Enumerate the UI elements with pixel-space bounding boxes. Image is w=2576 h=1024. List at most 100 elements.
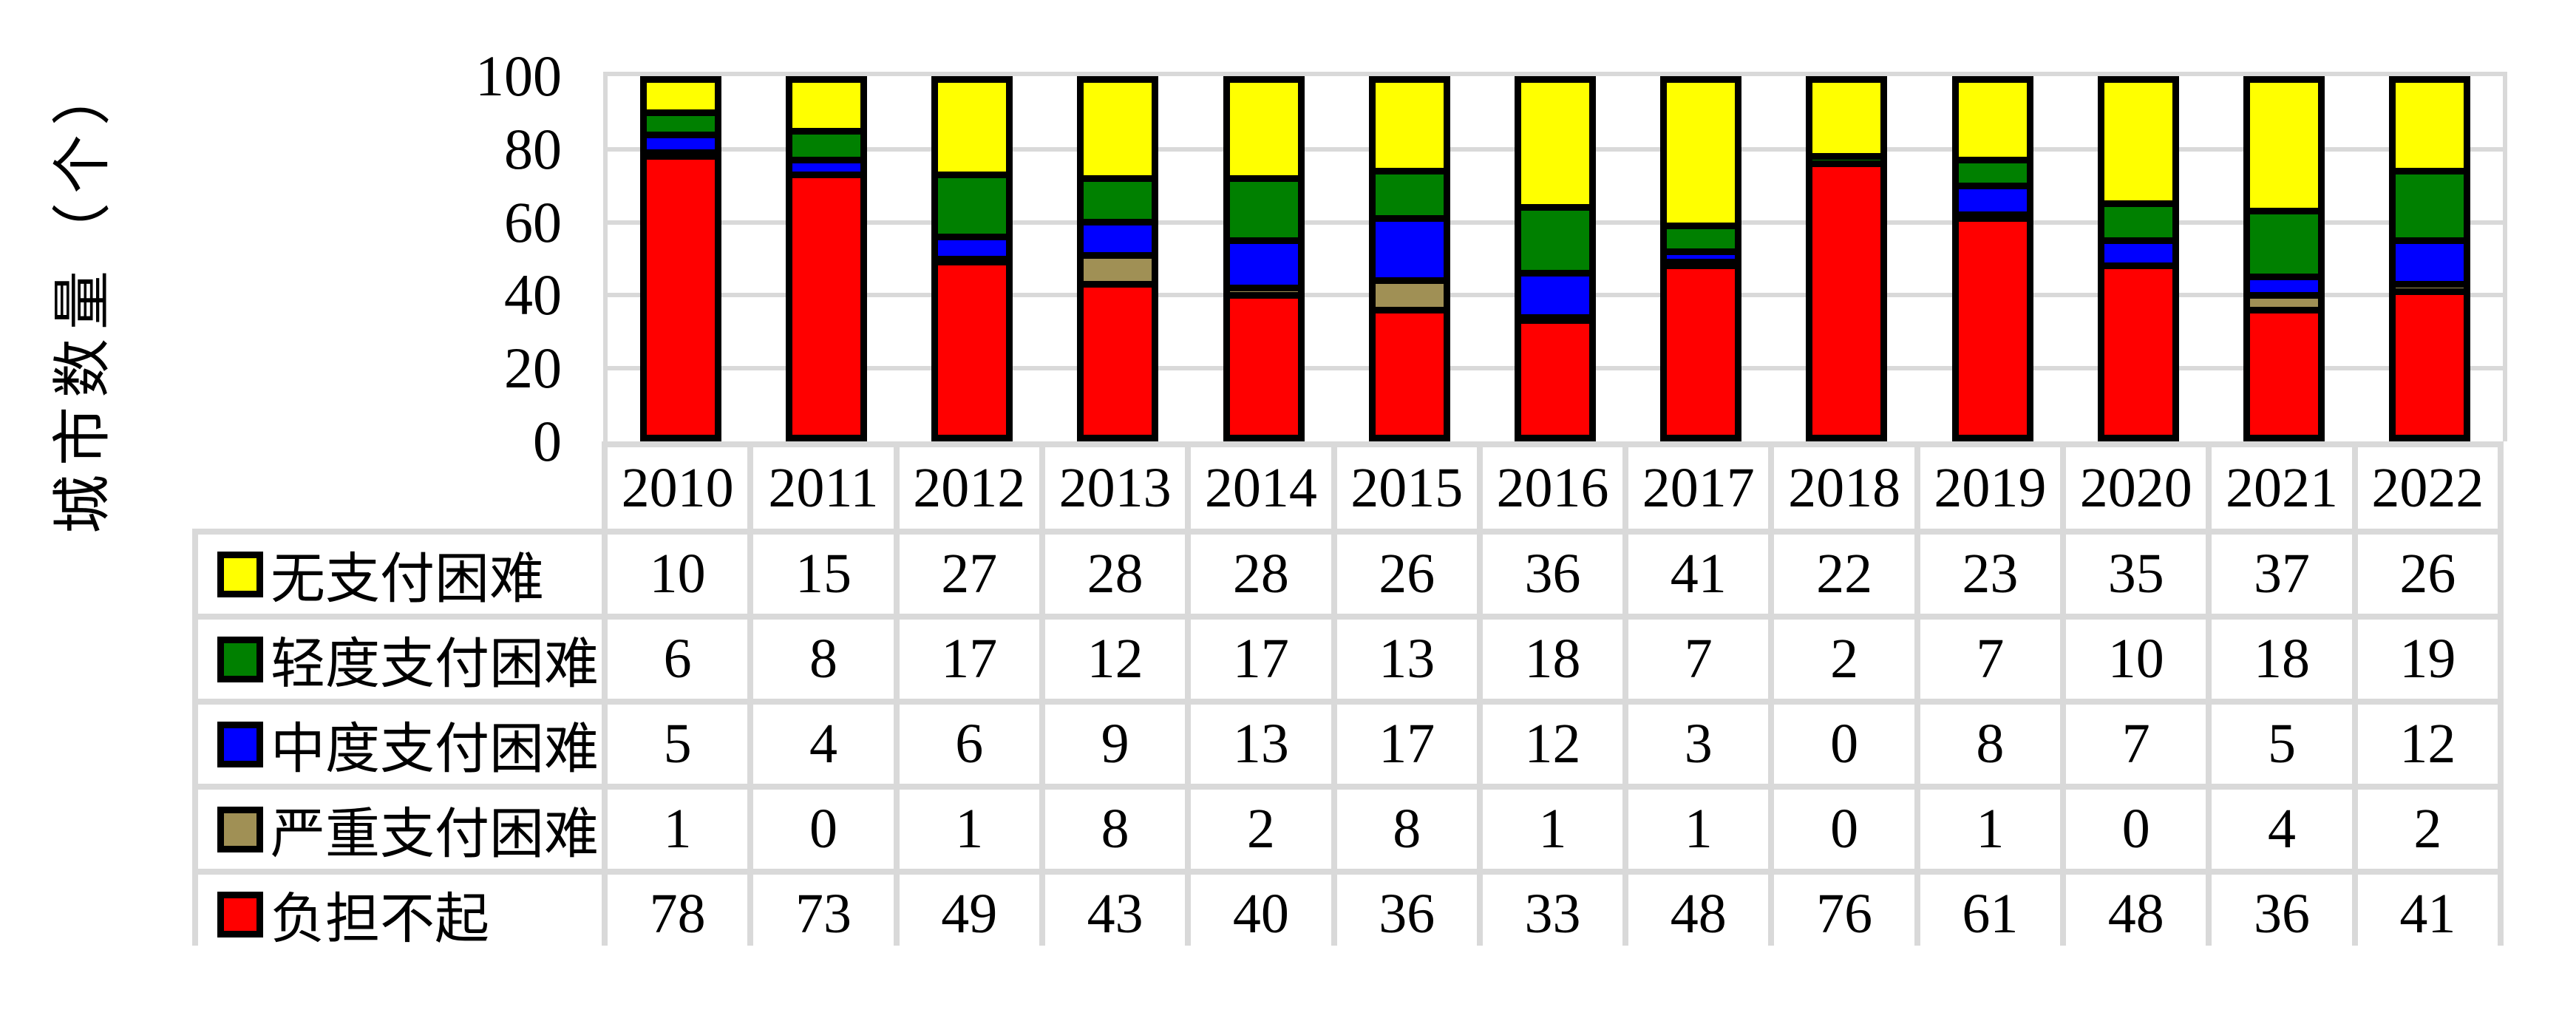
segment-divider [639,109,721,116]
bar-outline [2243,76,2325,441]
value-cell-轻度支付困难-2018: 2 [1774,620,1914,699]
bar-outline [1515,76,1596,441]
value-cell-严重支付困难-2012: 1 [899,790,1039,869]
bar-2014 [1223,76,1305,441]
value-cell-负担不起-2020: 48 [2066,875,2206,954]
bar-segment-无支付困难-2013 [1077,76,1159,179]
value-cell-负担不起-2019: 61 [1920,875,2061,954]
segment-divider [639,149,721,157]
legend-cell-无支付困难: 无支付困难 [198,535,602,614]
value-cell-严重支付困难-2011: 0 [753,790,894,869]
bar-segment-中度支付困难-2019 [1951,186,2033,215]
bar-segment-无支付困难-2022 [2389,76,2471,172]
value-cell-负担不起-2012: 49 [899,875,1039,954]
bar-segment-负担不起-2012 [931,262,1013,441]
bar-segment-中度支付困难-2012 [931,237,1013,259]
bar-outline [785,76,867,441]
legend-swatch-icon-负担不起 [217,891,263,937]
value-cell-无支付困难-2022: 26 [2357,535,2498,614]
y-tick-label-80: 80 [504,116,562,181]
bar-segment-无支付困难-2019 [1951,76,2033,160]
bar-segment-轻度支付困难-2020 [2097,203,2179,241]
value-cell-负担不起-2010: 78 [608,875,748,954]
y-tick-label-40: 40 [504,262,562,328]
segment-divider [1515,270,1596,277]
segment-divider [1368,167,1450,174]
value-cell-严重支付困难-2019: 1 [1920,790,2061,869]
segment-divider [1077,281,1159,288]
value-cell-中度支付困难-2011: 4 [753,705,894,784]
bar-2019 [1951,76,2033,441]
bar-segment-中度支付困难-2013 [1077,222,1159,256]
value-cell-无支付困难-2010: 10 [608,535,748,614]
bar-outline [1951,76,2033,441]
legend-cell-严重支付困难: 严重支付困难 [198,790,602,869]
bar-segment-严重支付困难-2015 [1368,280,1450,311]
value-cell-严重支付困难-2010: 1 [608,790,748,869]
segment-divider [639,153,721,160]
segment-divider [931,259,1013,266]
legend-swatch-icon-严重支付困难 [217,806,263,852]
legend-label: 轻度支付困难 [271,634,599,695]
x-axis-label-2022: 2022 [2357,447,2498,529]
segment-divider [1515,313,1596,321]
y-tick-label-100: 100 [475,44,562,108]
bar-2016 [1515,76,1596,441]
bar-2018 [1806,76,1888,441]
value-cell-无支付困难-2018: 22 [1774,535,1914,614]
value-cell-负担不起-2013: 43 [1044,875,1186,954]
bar-2011 [785,76,867,441]
bar-segment-无支付困难-2018 [1806,76,1888,157]
y-tick-label-0: 0 [533,409,562,473]
value-cell-严重支付困难-2017: 1 [1628,790,1769,869]
legend-swatch-icon-轻度支付困难 [217,636,263,682]
bar-segment-轻度支付困难-2011 [785,131,867,160]
value-cell-中度支付困难-2018: 0 [1774,705,1914,784]
segment-divider [1951,211,2033,219]
value-cell-轻度支付困难-2016: 18 [1482,620,1623,699]
bar-segment-负担不起-2019 [1951,218,2033,441]
bar-segment-严重支付困难-2014 [1223,288,1305,296]
bar-outline [2097,76,2179,441]
legend-cell-轻度支付困难: 轻度支付困难 [198,620,602,699]
segment-divider [1077,219,1159,226]
bar-segment-负担不起-2016 [1515,320,1596,441]
x-axis-label-2016: 2016 [1482,447,1623,529]
bar-segment-负担不起-2020 [2097,265,2179,441]
legend-cell-负担不起: 负担不起 [198,875,602,954]
value-cell-无支付困难-2013: 28 [1044,535,1186,614]
legend-swatch-icon-无支付困难 [217,551,263,597]
y-tick-label-60: 60 [504,189,562,254]
x-axis-label-2019: 2019 [1920,447,2061,529]
bar-segment-轻度支付困难-2017 [1660,226,1742,252]
value-cell-无支付困难-2019: 23 [1920,535,2061,614]
value-cell-无支付困难-2011: 15 [753,535,894,614]
bar-segment-中度支付困难-2016 [1515,273,1596,318]
segment-divider [2097,262,2179,270]
x-axis-label-2017: 2017 [1628,447,1769,529]
value-cell-中度支付困难-2021: 5 [2212,705,2352,784]
value-cell-中度支付困难-2020: 7 [2066,705,2206,784]
bar-segment-负担不起-2015 [1368,310,1450,441]
value-cell-中度支付困难-2014: 13 [1191,705,1331,784]
segment-divider [2389,167,2471,174]
value-cell-无支付困难-2014: 28 [1191,535,1331,614]
segment-divider [2243,306,2325,313]
legend-swatch-icon-中度支付困难 [217,721,263,767]
bar-segment-负担不起-2022 [2389,291,2471,441]
segment-divider [785,157,867,164]
bar-outline [1223,76,1305,441]
bar-segment-负担不起-2010 [639,156,721,441]
bar-segment-轻度支付困难-2016 [1515,207,1596,274]
value-cell-无支付困难-2012: 27 [899,535,1039,614]
segment-divider [1951,157,2033,164]
segment-divider [1515,317,1596,325]
bar-outline [1368,76,1450,441]
segment-divider [2243,208,2325,215]
bar-segment-中度支付困难-2020 [2097,240,2179,266]
segment-divider [2389,237,2471,244]
value-cell-严重支付困难-2018: 0 [1774,790,1914,869]
x-axis-label-2021: 2021 [2212,447,2352,529]
y-tick-label-20: 20 [504,336,562,401]
